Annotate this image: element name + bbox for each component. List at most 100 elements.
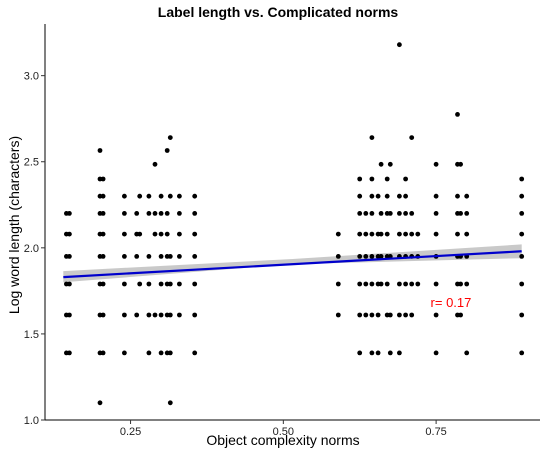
data-point (369, 211, 375, 216)
data-point (369, 312, 375, 318)
data-point (158, 193, 164, 199)
data-point (152, 211, 158, 216)
data-point (122, 312, 127, 318)
data-point (458, 211, 463, 216)
data-point (122, 281, 127, 287)
x-tick-label: 0.50 (273, 426, 294, 438)
data-point (357, 193, 363, 199)
data-point (357, 231, 363, 237)
data-point (158, 281, 164, 287)
data-point (122, 211, 127, 216)
data-point (455, 193, 460, 199)
data-point (122, 254, 127, 259)
data-point (369, 135, 375, 141)
data-point (409, 231, 415, 237)
data-point (433, 193, 439, 199)
data-point (375, 193, 381, 199)
data-point (167, 254, 173, 259)
data-point (177, 231, 182, 237)
data-point (409, 135, 415, 141)
data-point (403, 312, 408, 318)
data-point (363, 281, 369, 287)
data-point (415, 281, 421, 287)
data-point (100, 176, 106, 182)
data-point (415, 231, 421, 237)
data-point (433, 161, 439, 167)
data-point (433, 211, 439, 216)
data-point (67, 281, 72, 287)
data-point (192, 281, 198, 287)
data-point (158, 254, 164, 259)
data-point (519, 231, 525, 237)
data-point (167, 193, 173, 199)
data-point (464, 231, 470, 237)
data-point (464, 281, 470, 287)
y-tick-label: 2.0 (24, 243, 39, 255)
data-point (357, 211, 363, 216)
data-point (146, 254, 152, 259)
data-point (177, 281, 182, 287)
data-point (464, 193, 470, 199)
data-point (97, 400, 103, 406)
data-point (384, 231, 390, 237)
data-point (464, 350, 470, 356)
data-point (519, 193, 525, 199)
data-point (152, 231, 158, 237)
data-point (519, 281, 525, 287)
data-point (167, 350, 173, 356)
data-point (409, 281, 415, 287)
data-point (134, 312, 140, 318)
data-point (397, 42, 402, 48)
regression-line-group (63, 250, 522, 279)
data-point (378, 281, 384, 287)
data-point (375, 312, 381, 318)
data-point (122, 193, 127, 199)
data-point (357, 254, 363, 259)
chart-title: Label length vs. Complicated norms (158, 4, 399, 20)
data-point (357, 312, 363, 318)
data-point (67, 350, 72, 356)
data-point (192, 350, 198, 356)
data-point (192, 231, 198, 237)
data-point (335, 312, 341, 318)
y-axis-title: Log word length (characters) (6, 136, 22, 314)
data-point (152, 161, 158, 167)
data-point (167, 400, 173, 406)
data-point (152, 312, 158, 318)
data-point (387, 350, 393, 356)
data-point (335, 281, 341, 287)
data-point (378, 161, 384, 167)
data-point (433, 350, 439, 356)
data-point (458, 281, 463, 287)
regression-line (63, 250, 522, 279)
data-point (134, 211, 140, 216)
axes: 1.0 1.5 2.0 2.5 3.0 0.25 0.50 0.75 (24, 24, 540, 438)
data-point (357, 350, 363, 356)
data-point (177, 312, 182, 318)
data-point (433, 312, 439, 318)
data-point (192, 211, 198, 216)
data-point (97, 148, 103, 153)
data-point (100, 211, 106, 216)
data-point (100, 231, 106, 237)
data-point (384, 281, 390, 287)
data-point (397, 281, 402, 287)
data-point (369, 350, 375, 356)
data-point (397, 211, 402, 216)
data-point (384, 193, 390, 199)
data-point (363, 231, 369, 237)
data-point (146, 281, 152, 287)
data-point (387, 161, 393, 167)
data-point (363, 254, 369, 259)
data-point (158, 312, 164, 318)
y-tick-label: 1.5 (24, 329, 39, 341)
data-point (378, 254, 384, 259)
data-point (458, 312, 463, 318)
data-point (369, 281, 375, 287)
x-tick-label: 0.75 (425, 426, 446, 438)
data-point (464, 211, 470, 216)
data-point (403, 231, 408, 237)
data-point (409, 312, 415, 318)
data-point (167, 135, 173, 141)
y-tick-label: 1.0 (24, 415, 39, 427)
